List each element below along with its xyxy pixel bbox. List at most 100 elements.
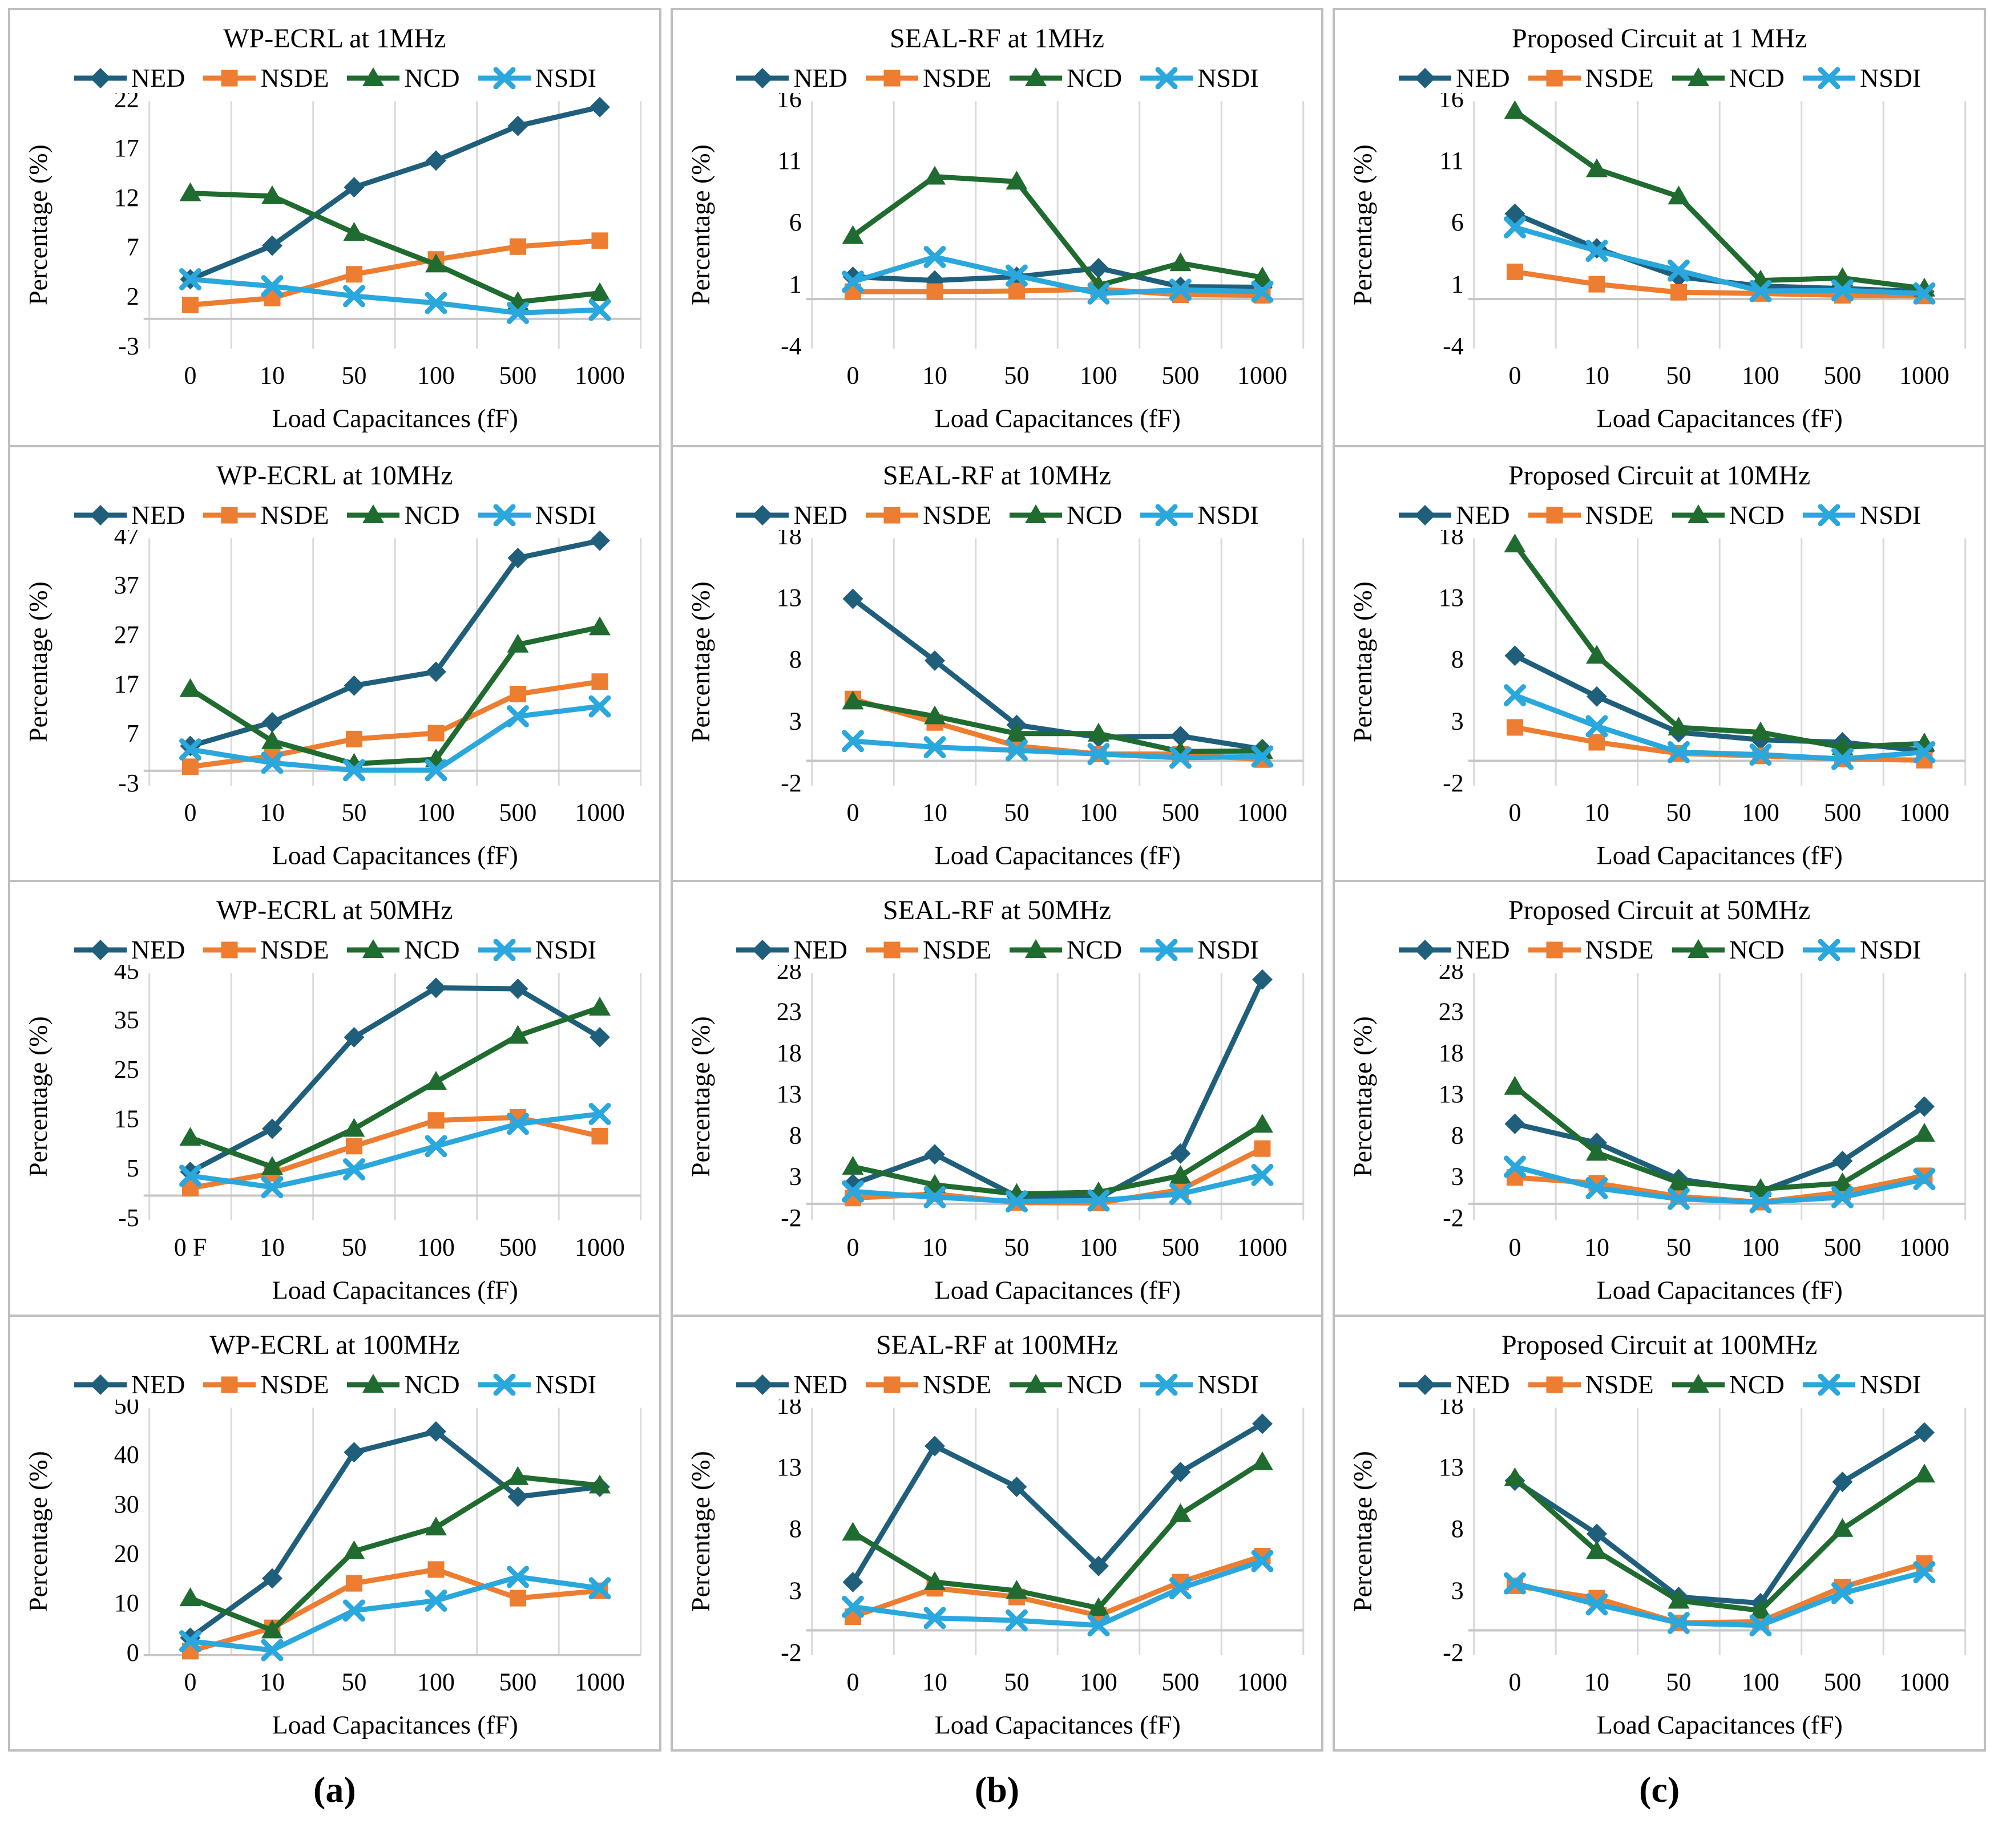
square-marker — [181, 296, 199, 313]
diamond-legend-icon — [74, 939, 127, 960]
legend-label-nsde: NSDE — [1585, 1370, 1654, 1400]
legend-item-nsde: NSDE — [202, 500, 329, 530]
y-axis-title: Percentage (%) — [686, 1016, 715, 1177]
x-tick-label: 100 — [417, 799, 455, 827]
vertical-gridlines — [148, 1408, 642, 1655]
triangle-marker — [1169, 1164, 1192, 1184]
triangle-legend-icon — [1010, 67, 1063, 86]
series-nsdi — [841, 1163, 1274, 1212]
y-tick-label: 2 — [127, 282, 139, 310]
triangle-legend-icon — [347, 504, 400, 523]
square-marker — [591, 673, 608, 690]
diamond-legend-icon — [1399, 504, 1452, 525]
x-tick-label: 1000 — [575, 362, 625, 390]
diamond-legend-icon — [74, 504, 127, 525]
y-axis-title: Percentage (%) — [1348, 144, 1377, 305]
triangle-legend-icon — [347, 67, 400, 86]
x-tick-label: 1000 — [575, 799, 625, 827]
x-axis-title: Load Capacitances (fF) — [272, 1710, 518, 1739]
diamond-legend-icon — [74, 1374, 127, 1395]
diamond-marker — [1252, 969, 1273, 990]
legend-item-nsdi: NSDI — [1802, 1369, 1921, 1400]
series-ncd — [1504, 1075, 1936, 1197]
y-tick-label: 35 — [114, 1006, 139, 1034]
chart-panel: SEAL-RF at 100MHz NED NSDE NCD NSDI -2 3 8 13 18 0… — [672, 1315, 1322, 1749]
x-marker — [1169, 1577, 1192, 1600]
square-marker — [181, 758, 199, 775]
chart-legend: NED NSDE NCD NSDI — [673, 935, 1322, 965]
chart-title: WP-ECRL at 100MHz — [209, 1330, 460, 1360]
x-marker — [1818, 504, 1840, 526]
legend-item-ncd: NCD — [346, 935, 460, 965]
legend-item-nsde: NSDE — [1527, 1369, 1654, 1400]
series-nsdi — [1504, 216, 1936, 305]
x-marker — [1504, 684, 1527, 706]
x-marker — [1087, 1189, 1110, 1212]
diamond-marker — [1170, 725, 1191, 746]
x-marker — [342, 1158, 365, 1180]
x-tick-label: 50 — [1004, 362, 1029, 390]
square-marker — [591, 232, 608, 249]
legend-label-nsdi: NSDI — [1859, 1370, 1922, 1400]
triangle-marker — [1006, 171, 1028, 190]
square-marker — [509, 685, 526, 702]
diamond-marker — [752, 504, 773, 525]
triangle-marker — [343, 1540, 365, 1559]
y-tick-label: 50 — [114, 1400, 139, 1419]
legend-label-ned: NED — [131, 1370, 185, 1400]
triangle-marker — [842, 225, 864, 244]
diamond-legend-icon — [1399, 1374, 1452, 1395]
legend-item-ncd: NCD — [346, 500, 460, 530]
diamond-marker — [1170, 1461, 1191, 1482]
x-tick-label: 1000 — [1899, 1668, 1949, 1696]
series-ncd — [1504, 100, 1936, 297]
square-marker — [345, 730, 362, 747]
square-marker — [883, 507, 901, 524]
series-ncd — [1504, 1463, 1936, 1619]
legend-label-nsdi: NSDI — [535, 935, 596, 965]
legend-label-nsdi: NSDI — [535, 1370, 596, 1400]
y-tick-label: 8 — [1451, 1121, 1464, 1149]
x-marker — [1087, 742, 1110, 765]
x-tick-label: 500 — [1824, 1668, 1862, 1696]
legend-item-ned: NED — [73, 63, 185, 93]
x-legend-icon — [478, 504, 531, 526]
triangle-marker — [1504, 100, 1526, 119]
x-marker — [1251, 745, 1274, 768]
x-marker — [493, 504, 516, 526]
chart-canvas: -3 2 7 12 17 22 0 10 50 100 500 1000 Load Capacitanc… — [23, 93, 642, 432]
diamond-marker — [1914, 1422, 1935, 1443]
x-marker — [493, 1373, 516, 1396]
triangle-marker — [1504, 1075, 1526, 1095]
square-marker — [1254, 1140, 1271, 1157]
triangle-marker — [261, 730, 283, 749]
series-nsdi — [179, 695, 611, 782]
diamond-marker — [90, 67, 111, 88]
triangle-marker — [1687, 67, 1709, 86]
caption-b: (b) — [974, 1769, 1020, 1810]
diamond-marker — [1088, 1555, 1109, 1576]
vertical-gridlines — [810, 973, 1304, 1220]
diamond-legend-icon — [74, 67, 127, 88]
legend-label-nsde: NSDE — [1585, 500, 1654, 530]
x-marker — [1504, 216, 1527, 238]
figure-grid: WP-ECRL at 1MHz NED NSDE NCD NSDI -3 2 7 12 17 22 0… — [8, 8, 1987, 1810]
x-tick-label: 500 — [1161, 1234, 1199, 1261]
chart-panel: Proposed Circuit at 1 MHz NED NSDE NCD NSDI -… — [1335, 10, 1984, 445]
y-tick-label: 27 — [114, 621, 139, 649]
square-marker — [221, 507, 238, 524]
triangle-marker — [1025, 1373, 1047, 1393]
triangle-legend-icon — [1010, 1373, 1063, 1393]
triangle-marker — [1169, 1503, 1192, 1522]
diamond-marker — [842, 1571, 863, 1592]
square-legend-icon — [865, 507, 918, 524]
x-tick-label: 500 — [1824, 1234, 1862, 1261]
square-legend-icon — [203, 507, 256, 524]
diamond-marker — [1088, 257, 1109, 278]
x-tick-label: 50 — [341, 362, 366, 390]
triangle-marker — [1668, 1171, 1690, 1191]
square-marker — [427, 1561, 445, 1578]
triangle-marker — [1586, 1142, 1608, 1161]
legend-item-nsdi: NSDI — [477, 1369, 596, 1400]
y-tick-label: 3 — [1451, 1162, 1464, 1190]
